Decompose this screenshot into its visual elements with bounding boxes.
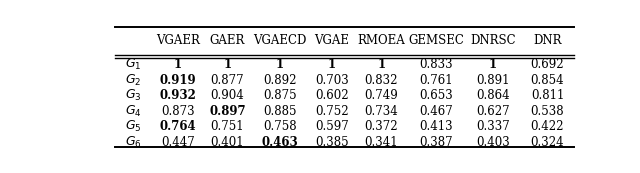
Text: RMOEA: RMOEA xyxy=(358,34,405,47)
Text: 0.734: 0.734 xyxy=(364,105,398,118)
Text: 0.885: 0.885 xyxy=(263,105,296,118)
Text: 0.372: 0.372 xyxy=(365,120,398,133)
Text: $G_{3}$: $G_{3}$ xyxy=(125,88,141,103)
Text: $G_{4}$: $G_{4}$ xyxy=(125,104,141,119)
Text: 1: 1 xyxy=(223,58,232,71)
Text: 0.877: 0.877 xyxy=(211,74,244,86)
Text: 0.602: 0.602 xyxy=(315,89,349,102)
Text: 0.873: 0.873 xyxy=(161,105,195,118)
Text: VGAE: VGAE xyxy=(314,34,349,47)
Text: 0.653: 0.653 xyxy=(419,89,452,102)
Text: 0.538: 0.538 xyxy=(531,105,564,118)
Text: 0.401: 0.401 xyxy=(211,136,244,149)
Text: $G_{6}$: $G_{6}$ xyxy=(125,135,141,150)
Text: 1: 1 xyxy=(489,58,497,71)
Text: 0.422: 0.422 xyxy=(531,120,564,133)
Text: 1: 1 xyxy=(174,58,182,71)
Text: 0.324: 0.324 xyxy=(531,136,564,149)
Text: 0.751: 0.751 xyxy=(211,120,244,133)
Text: 0.832: 0.832 xyxy=(365,74,398,86)
Text: 0.833: 0.833 xyxy=(419,58,452,71)
Text: GAER: GAER xyxy=(210,34,245,47)
Text: 1: 1 xyxy=(276,58,284,71)
Text: 0.864: 0.864 xyxy=(476,89,509,102)
Text: 0.764: 0.764 xyxy=(159,120,196,133)
Text: 0.749: 0.749 xyxy=(364,89,398,102)
Text: 0.703: 0.703 xyxy=(315,74,349,86)
Text: 0.919: 0.919 xyxy=(159,74,196,86)
Text: 0.892: 0.892 xyxy=(263,74,296,86)
Text: 0.385: 0.385 xyxy=(315,136,349,149)
Text: 0.875: 0.875 xyxy=(263,89,296,102)
Text: 0.854: 0.854 xyxy=(531,74,564,86)
Text: 1: 1 xyxy=(377,58,385,71)
Text: 0.341: 0.341 xyxy=(365,136,398,149)
Text: 0.597: 0.597 xyxy=(315,120,349,133)
Text: VGAECD: VGAECD xyxy=(253,34,307,47)
Text: 0.467: 0.467 xyxy=(419,105,452,118)
Text: $G_{1}$: $G_{1}$ xyxy=(125,57,141,72)
Text: 0.811: 0.811 xyxy=(531,89,564,102)
Text: 0.627: 0.627 xyxy=(476,105,509,118)
Text: DNR: DNR xyxy=(533,34,562,47)
Text: 0.337: 0.337 xyxy=(476,120,510,133)
Text: GEMSEC: GEMSEC xyxy=(408,34,464,47)
Text: VGAER: VGAER xyxy=(156,34,200,47)
Text: 0.761: 0.761 xyxy=(419,74,452,86)
Text: DNRSC: DNRSC xyxy=(470,34,516,47)
Text: 0.932: 0.932 xyxy=(159,89,196,102)
Text: 0.463: 0.463 xyxy=(261,136,298,149)
Text: 0.752: 0.752 xyxy=(315,105,349,118)
Text: 0.692: 0.692 xyxy=(531,58,564,71)
Text: 0.891: 0.891 xyxy=(476,74,509,86)
Text: 0.403: 0.403 xyxy=(476,136,510,149)
Text: 0.413: 0.413 xyxy=(419,120,452,133)
Text: 0.897: 0.897 xyxy=(209,105,246,118)
Text: 1: 1 xyxy=(328,58,336,71)
Text: 0.758: 0.758 xyxy=(263,120,296,133)
Text: $G_{5}$: $G_{5}$ xyxy=(125,119,141,134)
Text: 0.387: 0.387 xyxy=(419,136,452,149)
Text: $G_{2}$: $G_{2}$ xyxy=(125,72,141,88)
Text: 0.447: 0.447 xyxy=(161,136,195,149)
Text: 0.904: 0.904 xyxy=(211,89,244,102)
